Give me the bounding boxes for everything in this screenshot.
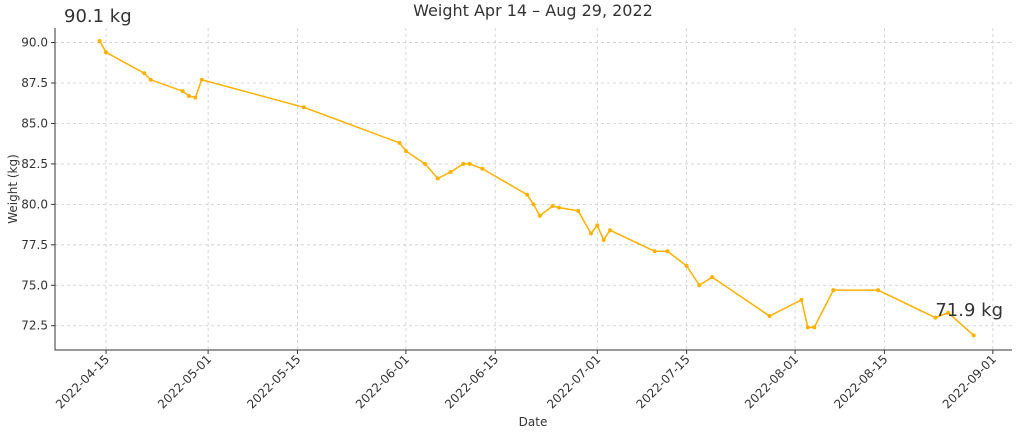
x-tick-label: 2022-08-15 [831, 352, 890, 411]
chart-title: Weight Apr 14 – Aug 29, 2022 [413, 1, 653, 20]
point [767, 314, 772, 319]
y-tick-label: 80.0 [21, 197, 48, 211]
x-tick-label: 2022-06-01 [353, 352, 412, 411]
annotation: 90.1 kg [64, 6, 132, 27]
point [467, 161, 472, 166]
point [186, 93, 191, 98]
axes [54, 28, 1012, 351]
point [588, 231, 593, 236]
annotation: 71.9 kg [935, 300, 1003, 321]
x-axis-label: Date [519, 415, 548, 429]
y-tick-label: 82.5 [21, 157, 48, 171]
point [697, 283, 702, 288]
point [531, 202, 536, 207]
x-tick-label: 2022-07-01 [544, 352, 603, 411]
point [710, 275, 715, 280]
point [423, 161, 428, 166]
x-tick-label: 2022-06-15 [442, 352, 501, 411]
y-tick-label: 77.5 [21, 238, 48, 252]
x-tick-label: 2022-07-15 [634, 352, 693, 411]
y-tick-label: 75.0 [21, 278, 48, 292]
point [480, 166, 485, 171]
point [537, 213, 542, 218]
point [435, 176, 440, 181]
point [397, 140, 402, 145]
y-axis-label: Weight (kg) [6, 154, 20, 224]
point [971, 333, 976, 338]
point [104, 50, 109, 55]
point [557, 205, 562, 210]
point [652, 249, 657, 254]
point [799, 297, 804, 302]
point [193, 95, 198, 100]
x-tick-label: 2022-09-01 [940, 352, 999, 411]
point [550, 203, 555, 208]
line [99, 40, 975, 336]
point [199, 77, 204, 82]
point [461, 161, 466, 166]
point [142, 71, 147, 76]
point [946, 310, 951, 315]
point [97, 38, 102, 43]
point [665, 249, 670, 254]
point [403, 148, 408, 153]
point [448, 170, 453, 175]
point [595, 223, 600, 228]
point [831, 288, 836, 293]
point [180, 89, 185, 94]
point [601, 237, 606, 242]
point [805, 325, 810, 330]
y-tick-label: 85.0 [21, 116, 48, 130]
x-tick-label: 2022-05-01 [155, 352, 214, 411]
point [301, 105, 306, 110]
y-tick-label: 87.5 [21, 76, 48, 90]
point [933, 315, 938, 320]
point [812, 325, 817, 330]
x-tick-label: 2022-08-01 [742, 352, 801, 411]
point [684, 263, 689, 268]
y-tick-label: 90.0 [21, 36, 48, 50]
y-tick-label: 72.5 [21, 319, 48, 333]
x-tick-label: 2022-04-15 [53, 352, 112, 411]
point [148, 77, 153, 82]
x-tick-label: 2022-05-15 [244, 352, 303, 411]
point [608, 228, 613, 233]
point [876, 288, 881, 293]
point [525, 192, 530, 197]
point [576, 208, 581, 213]
